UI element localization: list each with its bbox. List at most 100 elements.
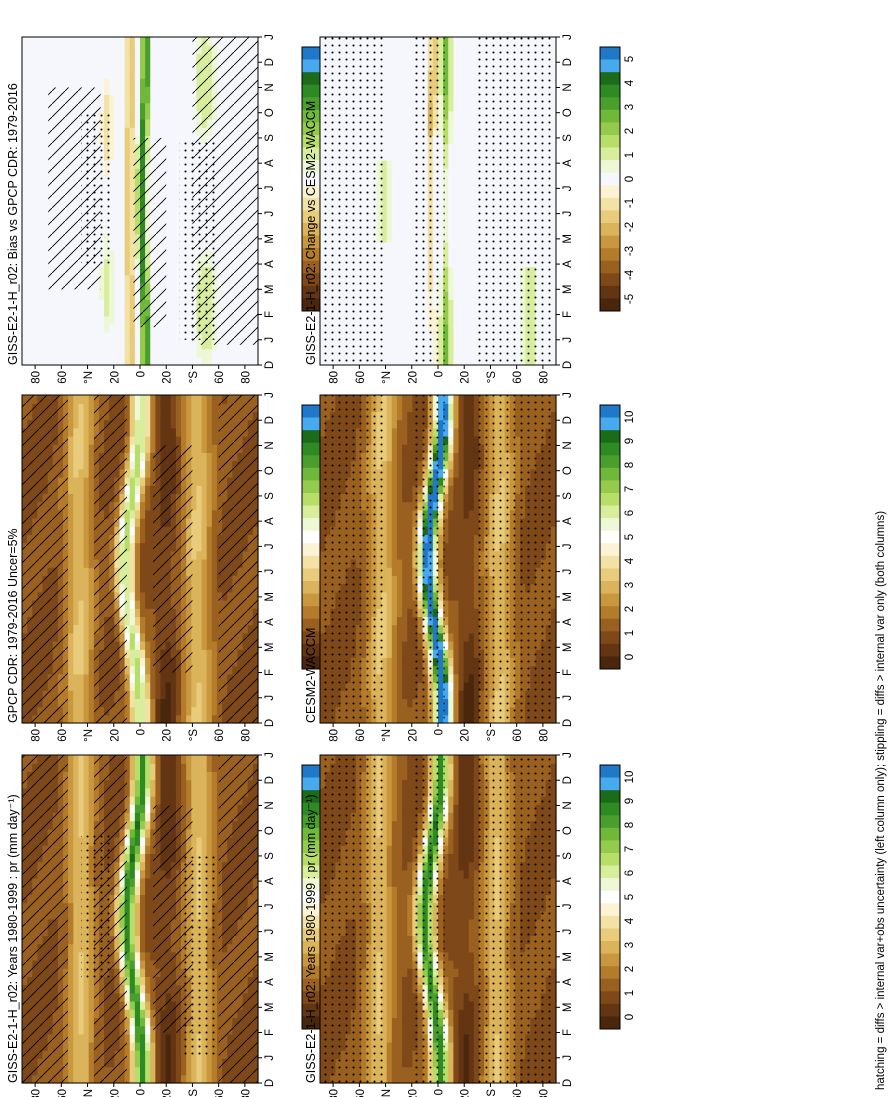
heatmap-cell: [396, 1001, 403, 1010]
heatmap-cell: [386, 820, 393, 830]
colorbar-swatch: [600, 827, 620, 841]
heatmap-cell: [145, 477, 151, 486]
heatmap-cell: [73, 624, 80, 634]
heatmap-cell: [145, 796, 151, 805]
heatmap-cell: [68, 706, 74, 716]
heatmap-cell: [129, 1074, 136, 1084]
heatmap-cell: [181, 787, 187, 797]
heatmap-cell: [463, 943, 470, 953]
heatmap-cell: [473, 919, 480, 928]
heatmap-cell: [448, 771, 454, 781]
lat-tick-label: 80: [240, 1089, 252, 1097]
lat-tick-label: 20: [460, 1089, 472, 1097]
heatmap-cell: [201, 837, 208, 846]
heatmap-cell: [386, 878, 393, 887]
colorbar-swatch: [600, 978, 620, 992]
heatmap-cell: [140, 395, 146, 404]
heatmap-cell: [396, 771, 403, 781]
heatmap-cell: [145, 804, 151, 813]
heatmap-cell: [181, 763, 187, 772]
heatmap-cell: [170, 755, 177, 764]
heatmap-cell: [129, 673, 136, 683]
heatmap-cell: [211, 1066, 218, 1076]
colorbar-swatch: [302, 878, 322, 892]
heatmap-cell: [473, 787, 480, 797]
heatmap-cell: [468, 869, 475, 879]
heatmap-cell: [458, 910, 465, 920]
heatmap-cell: [458, 1025, 465, 1035]
heatmap-cell: [129, 755, 136, 764]
heatmap-cell: [468, 902, 475, 912]
heatmap-cell: [402, 755, 408, 764]
heatmap-cell: [140, 1025, 146, 1035]
heatmap-cell: [145, 419, 151, 429]
heatmap-cell: [134, 1050, 141, 1059]
heatmap-cell: [134, 1009, 141, 1018]
heatmap-cell: [88, 649, 95, 658]
heatmap-cell: [468, 804, 475, 813]
heatmap-cell: [448, 902, 454, 912]
heatmap-cell: [134, 534, 141, 544]
heatmap-cell: [175, 787, 182, 797]
colorbar-tick-label: 3: [624, 942, 636, 948]
heatmap-cell: [463, 837, 470, 846]
heatmap-cell: [448, 1001, 454, 1010]
heatmap-cell: [78, 395, 85, 404]
heatmap-cell: [134, 682, 141, 691]
heatmap-cell: [407, 943, 413, 953]
lat-tick-label: 20: [162, 1089, 174, 1097]
heatmap-cell: [196, 837, 203, 846]
month-tick-label: M: [264, 952, 276, 962]
heatmap-cell: [443, 812, 449, 822]
heatmap-cell: [140, 837, 146, 846]
heatmap-cell: [155, 1074, 162, 1084]
heatmap-cell: [386, 812, 393, 822]
heatmap-cell: [391, 796, 398, 805]
heatmap-cell: [453, 828, 460, 838]
heatmap-cell: [458, 796, 465, 805]
heatmap-cell: [145, 1058, 151, 1068]
heatmap-cell: [73, 673, 80, 683]
heatmap-cell: [196, 1058, 203, 1068]
heatmap-cell: [448, 951, 454, 961]
heatmap-cell: [88, 509, 95, 519]
heatmap-cell: [391, 910, 398, 920]
heatmap-cell: [206, 804, 213, 813]
heatmap-cell: [129, 779, 136, 789]
heatmap-cell: [407, 935, 413, 945]
heatmap-cell: [129, 1042, 136, 1051]
heatmap-cell: [206, 779, 213, 789]
heatmap-cell: [140, 452, 146, 462]
heatmap-cell: [129, 419, 136, 429]
heatmap-cell: [88, 812, 95, 822]
heatmap-cell: [78, 419, 85, 429]
heatmap-cell: [396, 1050, 403, 1059]
heatmap-cell: [206, 845, 213, 854]
heatmap-cell: [407, 845, 413, 854]
heatmap-cell: [402, 960, 408, 969]
heatmap-cell: [191, 804, 198, 813]
heatmap-cell: [83, 649, 90, 658]
heatmap-cell: [468, 763, 475, 772]
heatmap-cell: [83, 1058, 90, 1068]
heatmap-cell: [391, 968, 398, 977]
heatmap-cell: [196, 763, 203, 772]
heatmap-cell: [145, 575, 151, 585]
heatmap-cell: [396, 1009, 403, 1018]
heatmap-cell: [83, 1074, 90, 1084]
heatmap-cell: [68, 477, 74, 486]
heatmap-cell: [88, 526, 95, 535]
colorbar-swatch: [302, 865, 322, 879]
heatmap-cell: [155, 1033, 162, 1043]
heatmap-cell: [391, 1050, 398, 1059]
heatmap-cell: [83, 1009, 90, 1018]
heatmap-cell: [140, 616, 146, 626]
heatmap-cell: [165, 796, 172, 805]
heatmap-cell: [155, 796, 162, 805]
heatmap-cell: [407, 796, 413, 805]
heatmap-cell: [134, 927, 141, 936]
heatmap-cell: [448, 755, 454, 764]
heatmap-cell: [458, 869, 465, 879]
heatmap-cell: [140, 559, 146, 568]
heatmap-cell: [129, 468, 136, 478]
